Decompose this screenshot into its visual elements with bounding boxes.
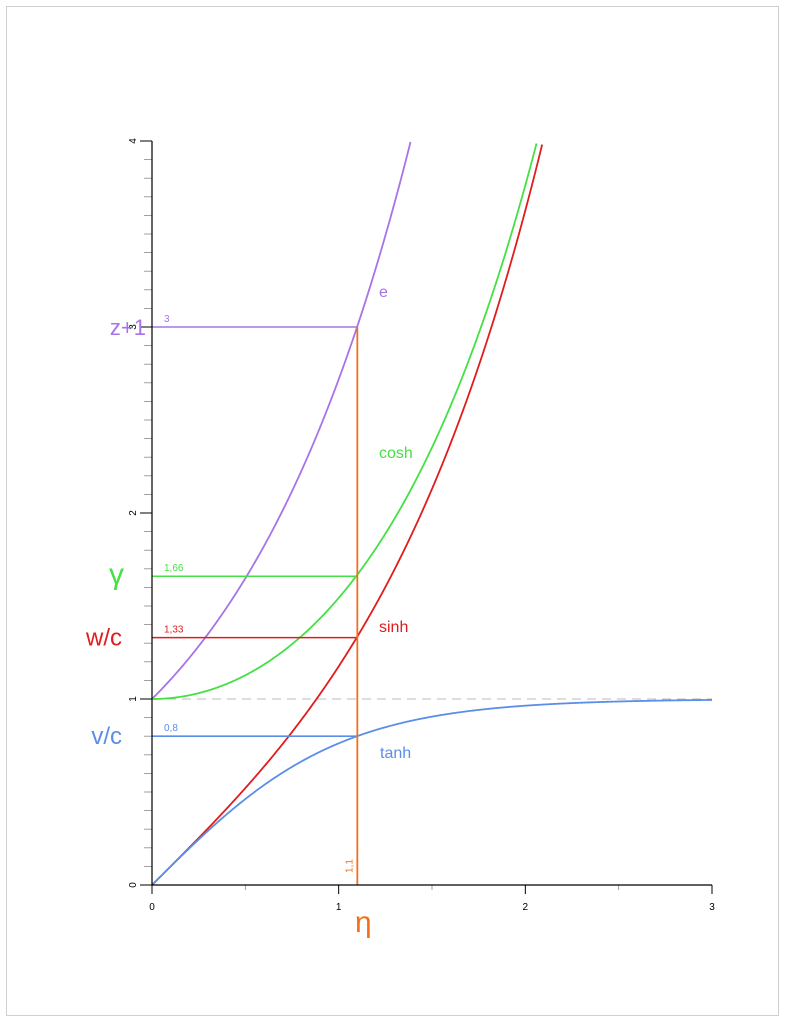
x-axis-label: η xyxy=(355,906,372,939)
series-line-tanh xyxy=(151,699,713,886)
curves xyxy=(151,141,713,886)
value-label-e: 3 xyxy=(164,314,170,325)
axis-label-cosh: γ xyxy=(109,558,124,591)
series-line-e xyxy=(151,141,412,700)
y-tick-label: 2 xyxy=(128,510,139,516)
x-tick-label: 1 xyxy=(336,902,342,913)
series-name-sinh: sinh xyxy=(379,619,408,636)
x-tick-label: 0 xyxy=(149,902,155,913)
x-tick-label: 2 xyxy=(523,902,529,913)
y-tick-label: 4 xyxy=(128,138,139,144)
x-tick-label: 3 xyxy=(709,902,715,913)
series-line-cosh xyxy=(152,143,538,700)
series-name-e: e xyxy=(379,284,388,301)
value-label-tanh: 0,8 xyxy=(164,723,178,734)
y-tick-label: 0 xyxy=(128,882,139,888)
chart-frame xyxy=(6,6,779,1016)
minor-ticks xyxy=(144,159,620,890)
y-tick-label: 1 xyxy=(128,696,139,702)
series-name-tanh: tanh xyxy=(380,745,411,762)
axis-label-e: z+1 xyxy=(110,315,146,340)
value-label-sinh: 1,33 xyxy=(164,625,184,636)
axis-label-sinh: w/c xyxy=(85,625,122,652)
eta-value-label: 1,1 xyxy=(344,859,355,873)
axis-label-tanh: v/c xyxy=(91,723,122,750)
axes xyxy=(151,141,712,886)
series-name-cosh: cosh xyxy=(379,445,413,462)
y-tick-label: 3 xyxy=(128,324,139,330)
major-ticks: 0 1 2 3 0 1 2 3 4 xyxy=(128,138,715,913)
value-label-cosh: 1,66 xyxy=(164,563,184,574)
guide-lines xyxy=(152,326,359,885)
series-line-sinh xyxy=(151,144,544,886)
